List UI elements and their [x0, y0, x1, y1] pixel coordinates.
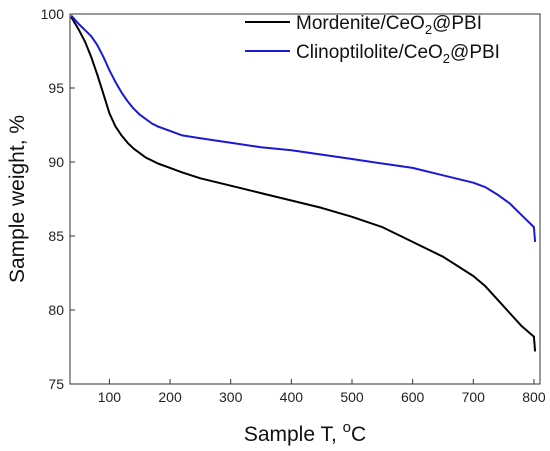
x-tick-label: 500	[340, 389, 364, 405]
x-tick-label: 800	[522, 389, 546, 405]
y-tick-label: 75	[48, 376, 64, 392]
legend-label-clinoptilolite: Clinoptilolite/CeO2@PBI	[296, 42, 500, 66]
y-tick-label: 90	[48, 154, 64, 170]
legend-label-mordenite-subscript: 2	[425, 22, 432, 37]
y-axis-title: Sample weight, %	[6, 115, 29, 283]
x-tick-label: 600	[401, 389, 425, 405]
y-axis: 75 80 85 90 95 100	[41, 6, 75, 392]
series-line-mordenite	[70, 16, 537, 352]
x-tick-label: 400	[280, 389, 304, 405]
x-axis-title-unit: C	[351, 423, 366, 446]
series-line-clinoptilolite	[70, 14, 537, 242]
legend-label-clinoptilolite-subscript: 2	[443, 51, 450, 66]
plot-area	[69, 13, 541, 385]
x-tick-label: 700	[462, 389, 486, 405]
y-tick-label: 95	[48, 80, 64, 96]
legend-label-clinoptilolite-after: @PBI	[450, 42, 500, 63]
x-tick-label: 100	[98, 389, 122, 405]
plot-frame	[69, 13, 541, 385]
legend-label-mordenite: Mordenite/CeO2@PBI	[296, 13, 482, 37]
legend-label-mordenite-before: Mordenite/CeO	[296, 13, 425, 34]
x-axis-title-superscript: o	[343, 419, 351, 436]
y-tick-label: 100	[41, 6, 65, 22]
legend: Mordenite/CeO2@PBI Clinoptilolite/CeO2@P…	[245, 13, 500, 66]
y-tick-label: 80	[48, 302, 64, 318]
x-axis: 100 200 300 400 500 600 700 800	[98, 379, 546, 405]
x-axis-title: Sample T, oC	[244, 419, 366, 446]
x-tick-label: 200	[158, 389, 182, 405]
legend-label-clinoptilolite-before: Clinoptilolite/CeO	[296, 42, 443, 63]
x-tick-label: 300	[219, 389, 243, 405]
y-tick-label: 85	[48, 228, 64, 244]
series-lines	[70, 14, 537, 352]
legend-label-mordenite-after: @PBI	[432, 13, 482, 34]
x-axis-title-main: Sample T,	[244, 423, 343, 446]
